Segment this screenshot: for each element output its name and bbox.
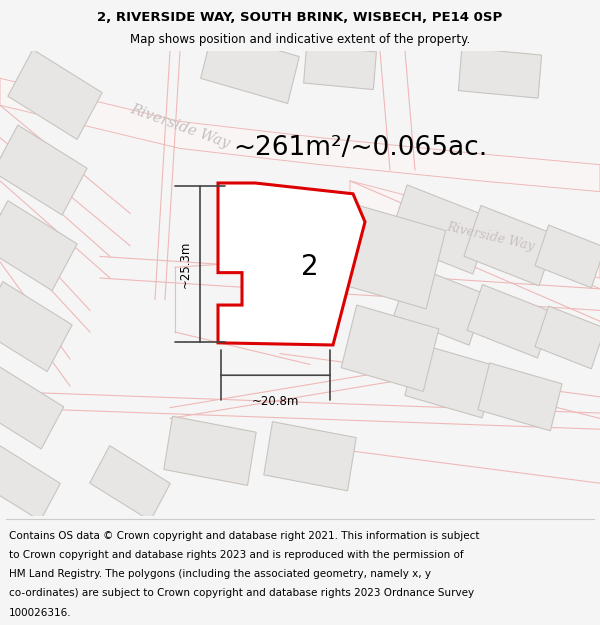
Text: Riverside Way: Riverside Way — [128, 102, 232, 151]
Text: 2: 2 — [301, 253, 319, 281]
Polygon shape — [464, 206, 556, 286]
Polygon shape — [89, 446, 170, 521]
Polygon shape — [218, 183, 365, 345]
Polygon shape — [394, 265, 486, 345]
Text: Riverside Way: Riverside Way — [445, 221, 535, 254]
Text: Map shows position and indicative extent of the property.: Map shows position and indicative extent… — [130, 33, 470, 46]
Polygon shape — [164, 416, 256, 486]
Polygon shape — [0, 201, 77, 291]
Polygon shape — [0, 282, 72, 372]
Polygon shape — [201, 31, 299, 104]
Text: ~20.8m: ~20.8m — [252, 394, 299, 408]
Polygon shape — [0, 366, 64, 449]
Polygon shape — [535, 306, 600, 369]
Polygon shape — [478, 363, 562, 431]
Text: 2, RIVERSIDE WAY, SOUTH BRINK, WISBECH, PE14 0SP: 2, RIVERSIDE WAY, SOUTH BRINK, WISBECH, … — [97, 11, 503, 24]
Text: 100026316.: 100026316. — [9, 608, 71, 618]
Polygon shape — [458, 48, 542, 98]
Polygon shape — [388, 185, 491, 274]
Polygon shape — [467, 284, 553, 358]
Polygon shape — [334, 204, 446, 309]
Polygon shape — [341, 305, 439, 391]
Text: to Crown copyright and database rights 2023 and is reproduced with the permissio: to Crown copyright and database rights 2… — [9, 550, 464, 560]
Text: HM Land Registry. The polygons (including the associated geometry, namely x, y: HM Land Registry. The polygons (includin… — [9, 569, 431, 579]
Polygon shape — [304, 46, 376, 89]
Text: ~25.3m: ~25.3m — [179, 240, 192, 288]
Text: ~261m²/~0.065ac.: ~261m²/~0.065ac. — [233, 136, 487, 161]
Polygon shape — [0, 78, 600, 192]
Polygon shape — [0, 125, 87, 215]
Polygon shape — [350, 181, 600, 278]
Polygon shape — [0, 446, 61, 521]
Polygon shape — [535, 225, 600, 288]
Polygon shape — [405, 343, 495, 418]
Text: Contains OS data © Crown copyright and database right 2021. This information is : Contains OS data © Crown copyright and d… — [9, 531, 479, 541]
Polygon shape — [8, 49, 102, 139]
Polygon shape — [264, 422, 356, 491]
Text: co-ordinates) are subject to Crown copyright and database rights 2023 Ordnance S: co-ordinates) are subject to Crown copyr… — [9, 588, 474, 598]
